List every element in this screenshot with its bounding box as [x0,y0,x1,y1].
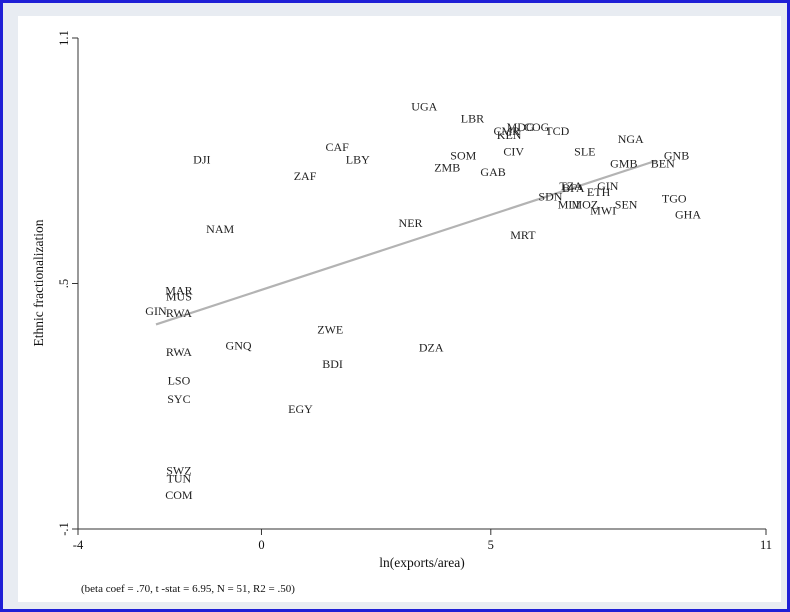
point-label: GNQ [226,339,252,353]
point-label: UGA [411,99,437,113]
point-label: SEN [615,198,638,212]
point-label: RWA [166,345,192,359]
point-label: SDN [538,189,562,203]
point-label: COG [524,120,550,134]
point-label: GIN [597,179,619,193]
x-tick-label: 5 [488,538,494,552]
point-label: CMR [494,124,521,138]
x-axis-title: ln(exports/area) [379,555,464,570]
point-label: ETH [587,185,611,199]
point-label: BDI [322,357,343,371]
point-label: TCD [545,124,569,138]
fit-line-group [155,159,657,326]
point-label: LSO [168,373,191,387]
point-label: NAM [206,222,234,236]
point-label: KEN [497,128,522,142]
x-tick-label: 0 [258,538,264,552]
point-label: MAR [165,283,192,297]
point-label: MRT [510,228,536,242]
point-label: CAF [325,140,349,154]
point-label: MOZ [571,198,598,212]
point-label: CIV [503,144,524,158]
y-ticks: -.1 .5 1.1 [57,30,78,536]
point-label: BFA [562,181,585,195]
plot-area [78,38,766,529]
x-tick-label: -4 [73,538,84,552]
point-label: GMB [610,157,637,171]
y-tick-label: .5 [57,279,71,288]
point-label: MUS [166,290,192,304]
point-label: DZA [419,341,444,355]
point-label: ZMB [434,161,460,175]
point-label: GAB [480,165,505,179]
point-label: SWZ [166,463,191,477]
point-label: MLI [558,198,580,212]
y-axis-title: Ethnic fractionalization [31,219,46,346]
point-label: TGO [662,191,687,205]
stats-note: (beta coef = .70, t -stat = 6.95, N = 51… [81,583,295,595]
point-label: EGY [288,402,313,416]
x-tick-label: 11 [760,538,772,552]
x-ticks: -4 0 5 11 [73,529,772,552]
point-label: BEN [651,157,675,171]
point-label: MDG [507,120,535,134]
point-label: DJI [193,153,210,167]
point-label: GHA [675,208,701,222]
point-label: NER [399,216,423,230]
y-tick-label: 1.1 [57,30,71,46]
point-label: TZA [559,179,583,193]
point-label: LBR [461,112,484,126]
point-label: SLE [574,144,595,158]
point-label: NGA [618,132,644,146]
point-label: GIN [145,304,167,318]
point-label: RWA [166,306,192,320]
point-label: ZAF [294,169,317,183]
point-label: TUN [167,472,192,486]
chart-panel: UGA LBR MDG COG CMR KEN TCD NGA CAF LBY SOM CIV SLE G… [18,16,781,602]
point-label: SYC [167,392,190,406]
point-label: GNB [664,148,689,162]
point-label: ZWE [317,322,343,336]
y-tick-label: -.1 [57,522,71,536]
fit-line [155,159,657,326]
point-label: COM [165,488,193,502]
point-label: LBY [346,153,370,167]
point-label: MWI [590,204,616,218]
point-label: SOM [450,148,476,162]
